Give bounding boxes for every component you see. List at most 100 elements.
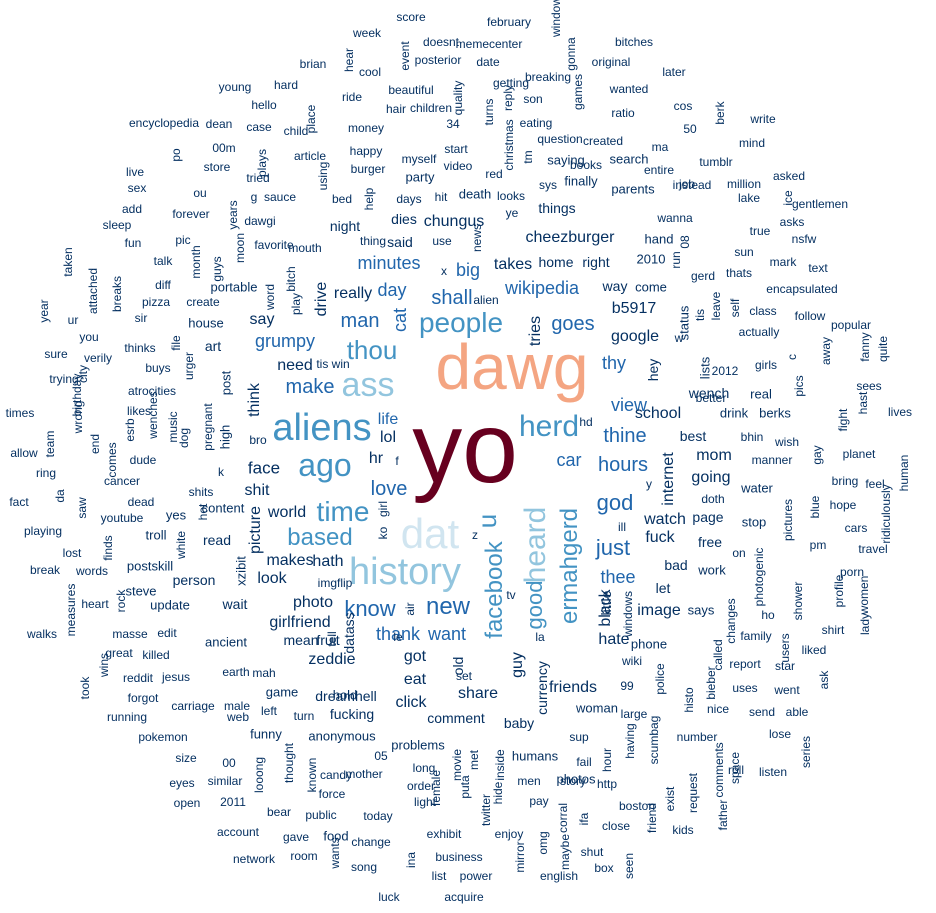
word-team: team: [43, 430, 57, 458]
word-hate: hate: [598, 631, 630, 648]
word-ratio: ratio: [611, 106, 635, 120]
word-bring: bring: [831, 474, 859, 488]
word-doesnt: doesnt: [422, 35, 460, 49]
word-hour: hour: [600, 747, 614, 773]
word-dawg: dawg: [435, 331, 589, 403]
word-manner: manner: [751, 453, 793, 467]
word-thou: thou: [346, 335, 398, 365]
word-party: party: [405, 169, 435, 185]
word-mark: mark: [769, 255, 797, 269]
word-00: 00: [222, 756, 236, 770]
word-sir: sir: [134, 311, 148, 325]
word-u: u: [472, 513, 502, 529]
word-friends: friends: [548, 679, 598, 696]
word-asked: asked: [772, 169, 806, 183]
word-tv: tv: [506, 588, 516, 602]
word-large: large: [620, 707, 648, 721]
word-fail: fail: [576, 755, 592, 769]
word-y: y: [646, 477, 652, 491]
word-fact: fact: [9, 495, 29, 509]
word-games: games: [571, 73, 585, 111]
word-read: read: [202, 532, 232, 548]
word-omg: omg: [536, 831, 550, 855]
word-z: z: [472, 528, 478, 542]
word-real: real: [750, 386, 772, 402]
word-list: list: [431, 869, 447, 883]
word-february: february: [486, 15, 532, 29]
word-hide: hide: [491, 781, 505, 805]
word-pics: pics: [792, 375, 806, 397]
word-sauce: sauce: [263, 190, 297, 204]
word-ye: ye: [505, 206, 519, 220]
word-http: http: [596, 777, 618, 791]
word-change: change: [351, 835, 391, 849]
word-better: better: [695, 391, 727, 405]
word-killed: killed: [142, 648, 170, 662]
word-saying: saying: [547, 152, 585, 168]
word-profile: profile: [832, 574, 846, 608]
word-hours: hours: [597, 454, 649, 476]
word-wins: wins: [97, 652, 111, 678]
word-fruit: fruit: [316, 632, 340, 648]
word-comment: comment: [427, 710, 485, 726]
word-run: run: [669, 251, 683, 269]
word-makes: makes: [266, 552, 314, 569]
word-way: way: [602, 278, 628, 294]
word-power: power: [459, 869, 493, 883]
word-aliens: aliens: [272, 407, 372, 449]
word-hast: hast: [856, 391, 870, 415]
word-cat: cat: [390, 307, 410, 333]
word-write: write: [750, 112, 776, 126]
word-today: today: [363, 809, 393, 823]
word-herd: herd: [518, 410, 580, 443]
word-shower: shower: [791, 581, 805, 621]
word-ho: ho: [761, 608, 775, 622]
word-le: le: [393, 630, 403, 644]
word-sleep: sleep: [102, 218, 132, 232]
word-class: class: [749, 304, 777, 318]
word-report: report: [729, 657, 761, 671]
word-bitches: bitches: [614, 35, 654, 49]
word-think: think: [246, 383, 263, 417]
word-edit: edit: [157, 626, 177, 640]
word-family: family: [740, 629, 772, 643]
word-content: content: [201, 500, 245, 516]
word-send: send: [748, 705, 776, 719]
word-sees: sees: [856, 379, 882, 393]
word-walks: walks: [26, 627, 58, 641]
word-shall: shall: [431, 287, 473, 309]
word-create: create: [186, 295, 220, 309]
word-score: score: [396, 10, 426, 24]
word-bieber: bieber: [704, 666, 718, 700]
word-store: store: [203, 160, 231, 174]
word-men: men: [517, 774, 541, 788]
word-young: young: [218, 80, 252, 94]
word-stop: stop: [741, 514, 767, 530]
word-water: water: [741, 480, 773, 496]
word-girls: girls: [754, 358, 778, 372]
word-text: text: [808, 261, 828, 275]
word-years: years: [226, 200, 240, 230]
word-encyclopedia: encyclopedia: [128, 116, 200, 130]
word-hd: hd: [579, 415, 593, 429]
word-enjoy: enjoy: [494, 827, 524, 841]
word-talk: talk: [153, 254, 173, 268]
word-thy: thy: [601, 353, 627, 373]
word-face: face: [247, 458, 281, 478]
word-money: money: [347, 121, 385, 135]
word-let: let: [655, 580, 671, 596]
word-play: play: [289, 292, 303, 316]
word-mean: mean: [283, 632, 319, 648]
word-heart: heart: [81, 597, 109, 611]
word-myself: myself: [401, 152, 437, 166]
word-tis-win: tis win: [316, 357, 350, 371]
word-post: post: [218, 370, 234, 396]
word-created: created: [582, 134, 624, 148]
word-cool: cool: [358, 65, 382, 79]
word-entire: entire: [643, 163, 675, 177]
word-alien: alien: [473, 293, 499, 307]
word-picture: picture: [247, 505, 264, 555]
word-05: 05: [374, 749, 388, 763]
word-08: 08: [678, 235, 692, 249]
word-memecenter: memecenter: [455, 37, 523, 51]
